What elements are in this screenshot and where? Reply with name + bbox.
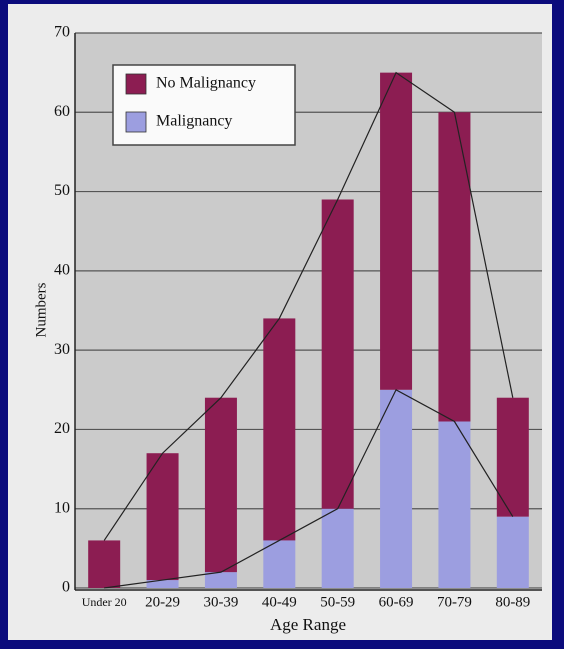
bar-segment xyxy=(88,540,121,588)
stack-line xyxy=(103,71,514,541)
x-tick-label: 30-39 xyxy=(203,594,238,610)
bar-segment xyxy=(263,540,296,588)
x-tick-label: 40-49 xyxy=(262,594,297,610)
bar-segment xyxy=(438,421,471,588)
legend-swatch xyxy=(125,73,147,95)
x-tick-label: Under 20 xyxy=(82,595,127,609)
bar-segment xyxy=(146,453,179,581)
bar-segment xyxy=(380,72,413,390)
x-tick-label: 50-59 xyxy=(320,594,355,610)
bar-segment xyxy=(380,389,413,588)
y-tick-label: 20 xyxy=(54,420,70,437)
stack-line xyxy=(104,388,514,589)
x-tick-label: 20-29 xyxy=(145,594,180,610)
y-tick-label: 40 xyxy=(54,262,70,279)
bar-segment xyxy=(204,397,237,573)
y-tick-label: 0 xyxy=(62,579,70,596)
bar-segment xyxy=(146,580,179,588)
legend-label: Malignancy xyxy=(156,113,232,130)
y-tick-label: 60 xyxy=(54,103,70,120)
bar-segment xyxy=(438,112,471,422)
lines xyxy=(103,71,514,589)
y-tick-label: 10 xyxy=(54,499,70,516)
bars xyxy=(88,72,529,588)
bar-segment xyxy=(321,508,354,588)
y-axis-title: Numbers xyxy=(33,282,49,337)
y-tick-label: 50 xyxy=(54,182,70,199)
y-tick-label: 70 xyxy=(54,24,70,41)
x-tick-label: 70-79 xyxy=(437,594,472,610)
y-tick-label: 30 xyxy=(54,341,70,358)
x-tick-label: 80-89 xyxy=(495,594,530,610)
x-axis-title: Age Range xyxy=(270,615,346,634)
bar-segment xyxy=(263,318,296,541)
legend: No Malignancy Malignancy xyxy=(112,64,296,146)
bar-segment xyxy=(204,572,237,588)
bar-segment xyxy=(496,397,529,517)
legend-label: No Malignancy xyxy=(156,75,256,92)
legend-swatch xyxy=(125,111,147,133)
bar-segment xyxy=(321,199,354,509)
bar-segment xyxy=(496,516,529,588)
x-tick-label: 60-69 xyxy=(379,594,414,610)
